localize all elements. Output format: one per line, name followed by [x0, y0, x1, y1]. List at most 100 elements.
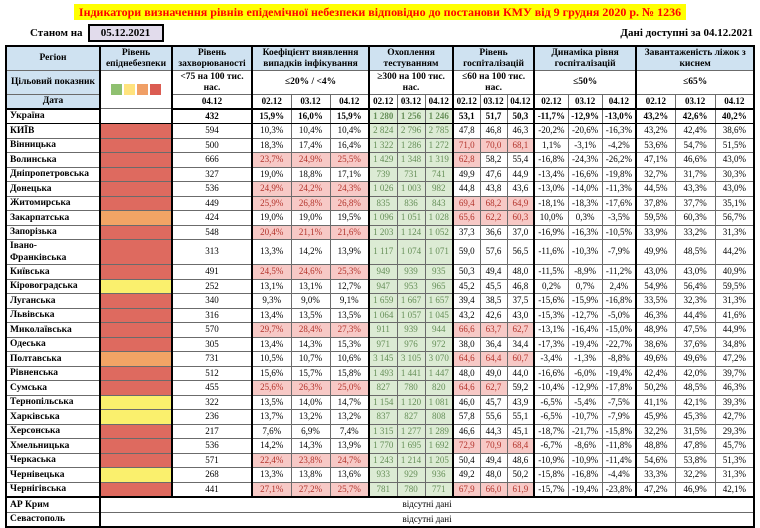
hospital_dynamics-value-0: -16,8%	[533, 152, 569, 168]
hospital_level-value-1: 46,8	[479, 123, 508, 139]
legend-square-orange	[137, 83, 148, 95]
target-detection: ≤20% / <4%	[250, 70, 370, 95]
testing-value-2: 1 071	[424, 239, 454, 265]
hospital_level-value-0: 66,6	[452, 322, 481, 338]
hospital_level-value-2: 34,4	[506, 336, 535, 352]
epidemic-level-cell	[99, 239, 173, 265]
hospital_level-value-2: 68,1	[506, 137, 535, 153]
hospital_dynamics-value-2: -19,4%	[601, 365, 637, 381]
testing-value-1: 1 348	[396, 152, 426, 168]
epidemic-level-cell	[99, 336, 173, 352]
table-row: Чернігівська 441 27,1% 27,2% 25,7% 781 780 771 6…	[5, 481, 755, 498]
testing-value-1: 953	[396, 278, 426, 294]
hospital_dynamics-value-2: -15,8%	[601, 423, 637, 439]
hospital_level-value-1: 36,6	[479, 224, 508, 240]
hospital_level-value-2: 50,3	[506, 108, 535, 124]
table-row: Волинська 666 23,7% 24,9% 25,5% 1 429 1 348 1 3…	[5, 152, 755, 168]
detection-value-1: 24,6%	[290, 264, 331, 280]
hospital_level-value-2: 48,0	[506, 264, 535, 280]
incidence-value: 313	[171, 239, 253, 265]
epidemic-level-cell	[99, 224, 173, 240]
page-title: Індикатори визначення рівнів епідемічної…	[73, 4, 687, 20]
hospital_dynamics-value-0: -6,5%	[533, 394, 569, 410]
hospital_dynamics-value-1: -5,4%	[567, 394, 603, 410]
group-header-hospital-dynamics: Динаміка рівня госпіталізацій	[533, 45, 637, 71]
hospital_level-value-1: 48,0	[479, 467, 508, 483]
testing-value-0: 1 493	[368, 365, 398, 381]
epidemic-level-cell	[99, 467, 173, 483]
hospital_level-value-2: 55,1	[506, 409, 535, 425]
oxygen_beds-value-1: 53,8%	[674, 452, 716, 468]
incidence-value: 316	[171, 307, 253, 323]
testing-value-2: 808	[424, 409, 454, 425]
region-name: Запорізька	[5, 224, 101, 240]
oxygen_beds-value-2: 45,7%	[714, 438, 755, 454]
testing-value-2: 741	[424, 166, 454, 182]
oxygen_beds-value-2: 31,3%	[714, 293, 755, 309]
hospital_level-value-2: 43,9	[506, 394, 535, 410]
hospital_dynamics-value-2: -5,0%	[601, 307, 637, 323]
region-name: Сумська	[5, 380, 101, 396]
testing-value-1: 976	[396, 336, 426, 352]
epidemic-level-cell	[99, 380, 173, 396]
hospital_dynamics-value-0: -20,2%	[533, 123, 569, 139]
epidemic-level-cell	[99, 322, 173, 338]
region-name: Житомирська	[5, 195, 101, 211]
oxygen_beds-value-0: 32,7%	[635, 166, 676, 182]
date-header-hospital_level-0: 02.12	[452, 94, 481, 110]
epidemic-level-cell	[99, 307, 173, 323]
legend-square-green	[111, 83, 122, 95]
testing-value-1: 2 796	[396, 123, 426, 139]
hospital_level-value-0: 59,0	[452, 239, 481, 265]
detection-value-0: 10,5%	[251, 351, 292, 367]
testing-value-2: 1 205	[424, 452, 454, 468]
table-row: Закарпатська 424 19,0% 19,0% 19,5% 1 096 1 051…	[5, 210, 755, 226]
detection-value-2: 14,7%	[329, 394, 370, 410]
hospital_level-value-1: 63,7	[479, 322, 508, 338]
region-name: АР Крим	[5, 496, 101, 513]
region-name: Чернівецька	[5, 467, 101, 483]
hospital_dynamics-value-2: -7,5%	[601, 394, 637, 410]
hospital_dynamics-value-2: -11,8%	[601, 438, 637, 454]
oxygen_beds-value-1: 46,6%	[674, 152, 716, 168]
testing-value-1: 1 051	[396, 210, 426, 226]
hospital_dynamics-value-2: -23,8%	[601, 481, 637, 498]
table-row: Житомирська 449 25,9% 26,8% 26,8% 835 836 843 69…	[5, 195, 755, 211]
hospital_level-value-2: 37,0	[506, 224, 535, 240]
testing-value-2: 1 289	[424, 423, 454, 439]
hospital_level-value-0: 64,6	[452, 351, 481, 367]
hospital_level-value-0: 46,6	[452, 423, 481, 439]
hospital_level-value-0: 69,4	[452, 195, 481, 211]
incidence-value: 731	[171, 351, 253, 367]
epidemic-level-cell	[99, 452, 173, 468]
hospital_level-value-2: 55,4	[506, 152, 535, 168]
oxygen_beds-value-0: 43,2%	[635, 123, 676, 139]
incidence-value: 500	[171, 137, 253, 153]
hospital_level-value-0: 67,9	[452, 481, 481, 498]
incidence-value: 424	[171, 210, 253, 226]
testing-value-0: 2 824	[368, 123, 398, 139]
oxygen_beds-value-1: 44,4%	[674, 307, 716, 323]
hospital_dynamics-value-2: -11,4%	[601, 452, 637, 468]
oxygen_beds-value-1: 37,6%	[674, 336, 716, 352]
hospital_dynamics-value-0: -10,4%	[533, 380, 569, 396]
region-name: Херсонська	[5, 423, 101, 439]
detection-value-1: 14,0%	[290, 394, 331, 410]
detection-value-1: 21,1%	[290, 224, 331, 240]
testing-value-2: 972	[424, 336, 454, 352]
detection-value-1: 13,1%	[290, 278, 331, 294]
testing-value-1: 1 277	[396, 423, 426, 439]
incidence-value: 327	[171, 166, 253, 182]
table-row: Україна 432 15,9% 16,0% 15,9% 1 280 1 256 1 246…	[5, 108, 755, 124]
hospital_dynamics-value-1: -12,9%	[567, 380, 603, 396]
hospital_level-value-0: 44,8	[452, 181, 481, 197]
region-name: Івано- Франківська	[5, 239, 101, 265]
hospital_dynamics-value-1: -16,4%	[567, 322, 603, 338]
hospital_level-value-1: 70,0	[479, 137, 508, 153]
hospital_level-value-0: 50,3	[452, 264, 481, 280]
oxygen_beds-value-0: 54,6%	[635, 452, 676, 468]
date-header-testing-2: 04.12	[424, 94, 454, 110]
hospital_level-value-2: 59,2	[506, 380, 535, 396]
testing-value-1: 1 667	[396, 293, 426, 309]
hospital_dynamics-value-0: 0,2%	[533, 278, 569, 294]
